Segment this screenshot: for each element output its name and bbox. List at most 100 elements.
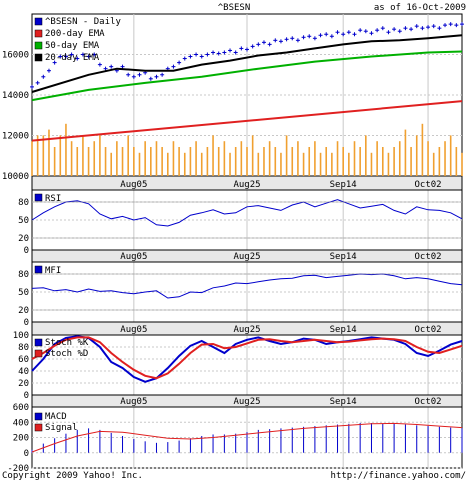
volume-bar <box>234 147 237 176</box>
volume-bar <box>178 147 180 176</box>
volume-bar <box>138 152 141 176</box>
volume-bar <box>121 147 124 176</box>
x-tick-label: Oct02 <box>415 325 442 335</box>
volume-bar <box>155 141 158 176</box>
legend-swatch <box>34 338 43 347</box>
volume-bar <box>331 152 333 176</box>
volume-bar <box>359 147 361 176</box>
volume-bar <box>314 141 316 176</box>
volume-bar <box>246 147 248 176</box>
legend-swatch <box>34 423 43 432</box>
legend-label: MACD <box>45 412 67 422</box>
legend-label: Signal <box>45 423 78 433</box>
y-tick-label: 10000 <box>2 172 29 182</box>
volume-bar <box>82 135 84 176</box>
x-tick-label: Aug25 <box>233 325 260 335</box>
volume-bar <box>206 147 209 176</box>
volume-bar <box>240 141 243 176</box>
y-tick-label: 16000 <box>2 51 29 61</box>
y-tick-label: 14000 <box>2 91 29 101</box>
volume-bar <box>308 147 311 176</box>
legend-swatch <box>34 193 43 202</box>
volume-bar <box>268 141 271 176</box>
y-tick-label: 20 <box>18 306 29 316</box>
volume-bar <box>76 147 79 176</box>
y-tick-label: 12000 <box>2 132 29 142</box>
legend-swatch <box>34 41 43 50</box>
volume-bar <box>319 152 322 176</box>
volume-bar <box>348 152 350 176</box>
volume-bar <box>342 147 344 176</box>
volume-bar <box>393 147 395 176</box>
volume-bar <box>432 152 435 176</box>
x-tick-label: Aug05 <box>120 397 147 407</box>
volume-bar <box>212 135 214 176</box>
x-tick-label: Aug25 <box>233 397 260 407</box>
legend-label: MFI <box>45 266 61 276</box>
x-tick-label: Sep14 <box>330 397 357 407</box>
volume-bar <box>144 141 146 176</box>
volume-bar <box>302 152 305 176</box>
legend-label: ^BSESN - Daily <box>45 17 121 27</box>
volume-bar <box>376 141 378 176</box>
volume-bar <box>291 147 294 176</box>
y-tick-label: 20 <box>18 379 29 389</box>
volume-bar <box>31 141 33 176</box>
x-tick-label: Sep14 <box>330 252 357 262</box>
copyright-text: Copyright 2009 Yahoo! Inc. <box>2 471 143 480</box>
volume-bar <box>133 147 135 176</box>
series-line <box>31 273 463 299</box>
volume-bar <box>48 129 50 176</box>
volume-bar <box>200 152 203 176</box>
volume-bar <box>42 135 45 176</box>
x-tick-label: Oct02 <box>415 180 442 190</box>
volume-bar <box>404 129 407 176</box>
volume-bar <box>229 152 231 176</box>
y-tick-label: 400 <box>13 418 29 428</box>
volume-bar <box>274 147 277 176</box>
legend-swatch <box>34 412 43 421</box>
volume-bar <box>183 152 186 176</box>
y-tick-label: 0 <box>24 318 29 328</box>
volume-bar <box>415 135 418 176</box>
volume-bar <box>87 147 90 176</box>
volume-bar <box>251 135 254 176</box>
volume-bar <box>263 147 265 176</box>
volume-bar <box>36 135 39 176</box>
x-tick-label: Aug05 <box>120 252 147 262</box>
x-tick-label: Sep14 <box>330 180 357 190</box>
volume-bar <box>398 141 401 176</box>
legend-label: 200-day EMA <box>45 29 105 39</box>
y-tick-label: 200 <box>13 434 29 444</box>
volume-bar <box>336 141 339 176</box>
legend-swatch <box>34 29 43 38</box>
series-line <box>31 336 463 380</box>
volume-bar <box>116 141 118 176</box>
volume-bar <box>387 152 390 176</box>
volume-bar <box>410 147 412 176</box>
y-tick-label: 60 <box>18 355 29 365</box>
x-tick-label: Aug05 <box>120 180 147 190</box>
y-tick-label: 20 <box>18 234 29 244</box>
series-line-2 <box>31 50 463 102</box>
y-tick-label: 0 <box>24 391 29 401</box>
volume-bar <box>455 147 458 176</box>
volume-bar <box>172 141 175 176</box>
volume-bar <box>65 123 67 176</box>
legend-label: 20-day EMA <box>45 53 100 63</box>
y-tick-label: 100 <box>13 331 29 341</box>
volume-bar <box>127 135 129 176</box>
volume-bar <box>297 141 299 176</box>
source-url: http://finance.yahoo.com/ <box>331 471 466 480</box>
volume-bar <box>110 152 113 176</box>
y-tick-label: 50 <box>18 288 29 298</box>
legend-label: Stoch %K <box>45 338 89 348</box>
x-tick-label: Aug05 <box>120 325 147 335</box>
legend-label: Stoch %D <box>45 349 88 359</box>
legend-swatch <box>34 349 43 358</box>
date-band <box>31 321 463 336</box>
legend-swatch <box>34 265 43 274</box>
volume-bar <box>381 147 384 176</box>
volume-bar <box>444 141 446 176</box>
